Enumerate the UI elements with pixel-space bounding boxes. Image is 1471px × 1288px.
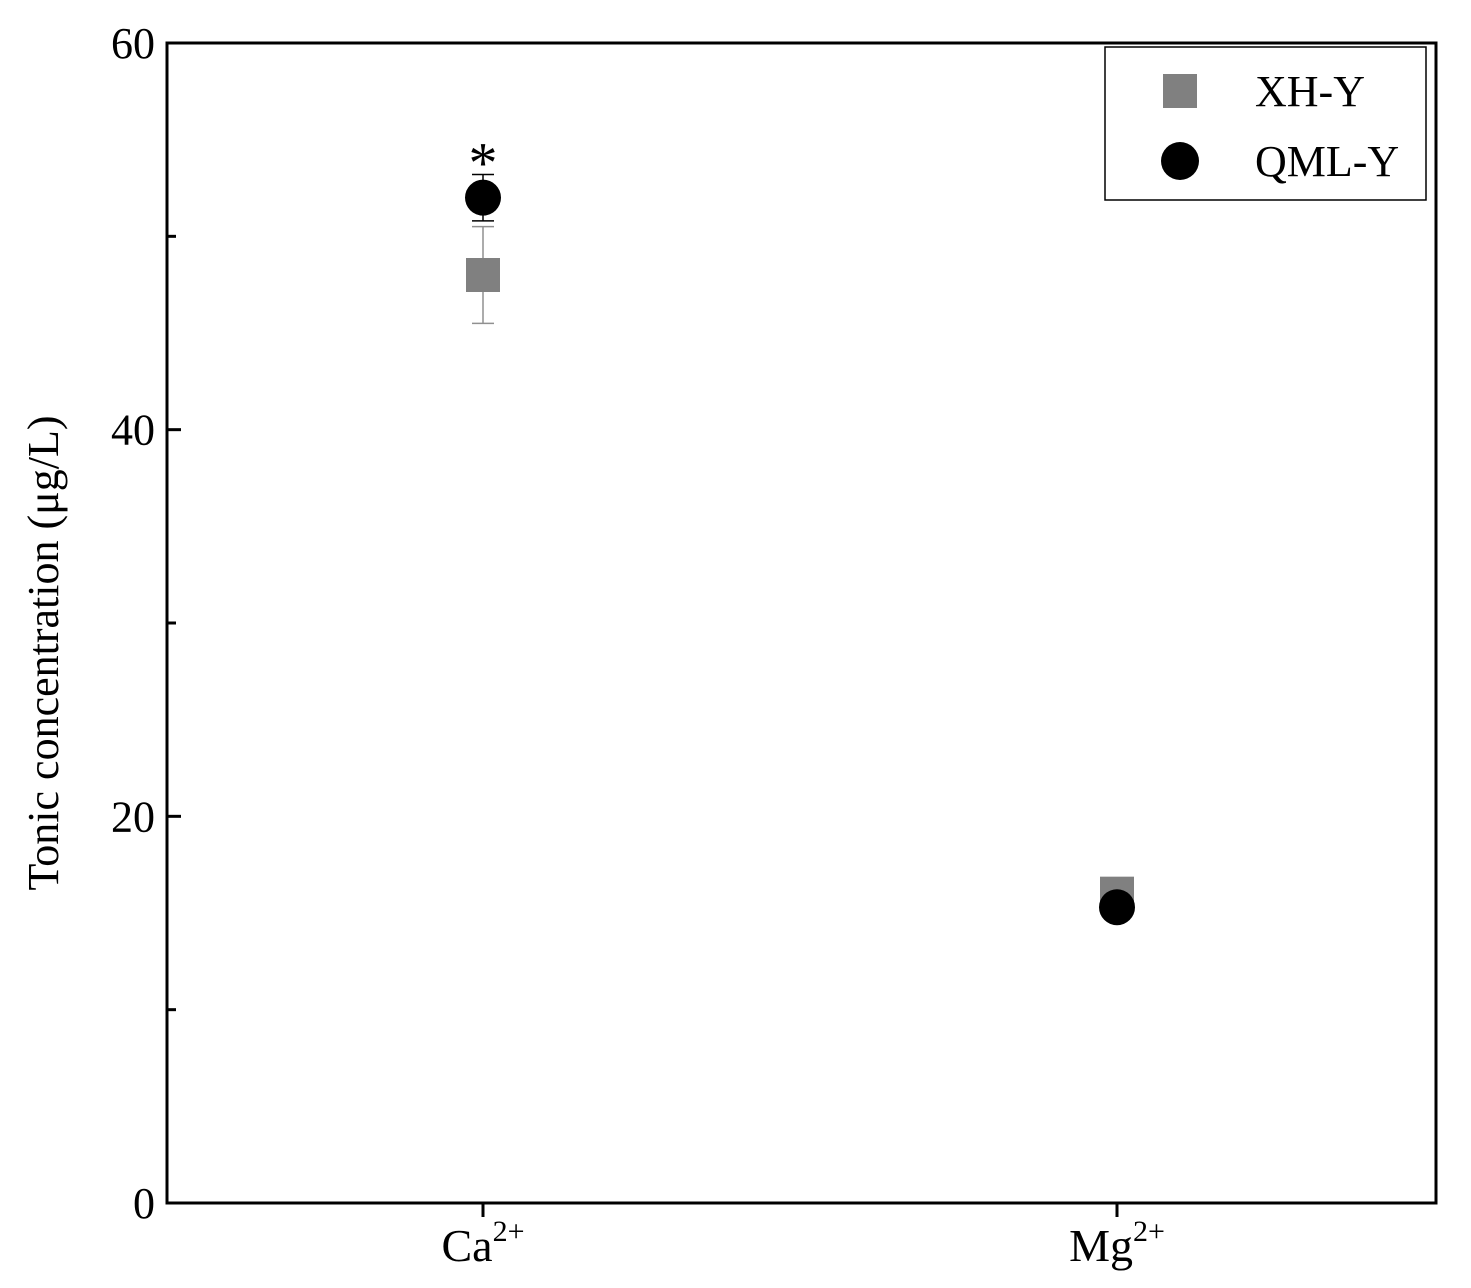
- y-axis-title: Tonic concentration (μg/L): [19, 416, 68, 891]
- x-tick-label: Mg2+: [1069, 1215, 1165, 1271]
- y-tick-label: 40: [111, 406, 155, 455]
- significance-annotation: *: [469, 130, 498, 195]
- x-tick-label-base: Ca: [441, 1220, 492, 1271]
- x-tick-label-base: Mg: [1069, 1220, 1133, 1271]
- legend: XH-Y QML-Y: [1104, 46, 1427, 201]
- plot-marks: *: [465, 130, 1135, 926]
- x-tick-label: Ca2+: [441, 1215, 524, 1271]
- data-point-square: [466, 258, 500, 292]
- x-tick-label-sup: 2+: [1133, 1215, 1165, 1248]
- y-tick-label: 0: [133, 1179, 155, 1228]
- legend-box: [1104, 46, 1427, 201]
- legend-label: XH-Y: [1255, 67, 1365, 116]
- data-point-circle: [465, 179, 501, 216]
- legend-marker-square: [1163, 74, 1197, 108]
- data-point-circle: [1099, 889, 1135, 926]
- legend-marker-circle: [1161, 142, 1199, 180]
- x-tick-label-sup: 2+: [493, 1215, 525, 1248]
- legend-label: QML-Y: [1255, 137, 1399, 186]
- plot-frame: [165, 41, 1438, 1205]
- y-tick-label: 60: [111, 19, 155, 68]
- y-tick-label: 20: [111, 792, 155, 841]
